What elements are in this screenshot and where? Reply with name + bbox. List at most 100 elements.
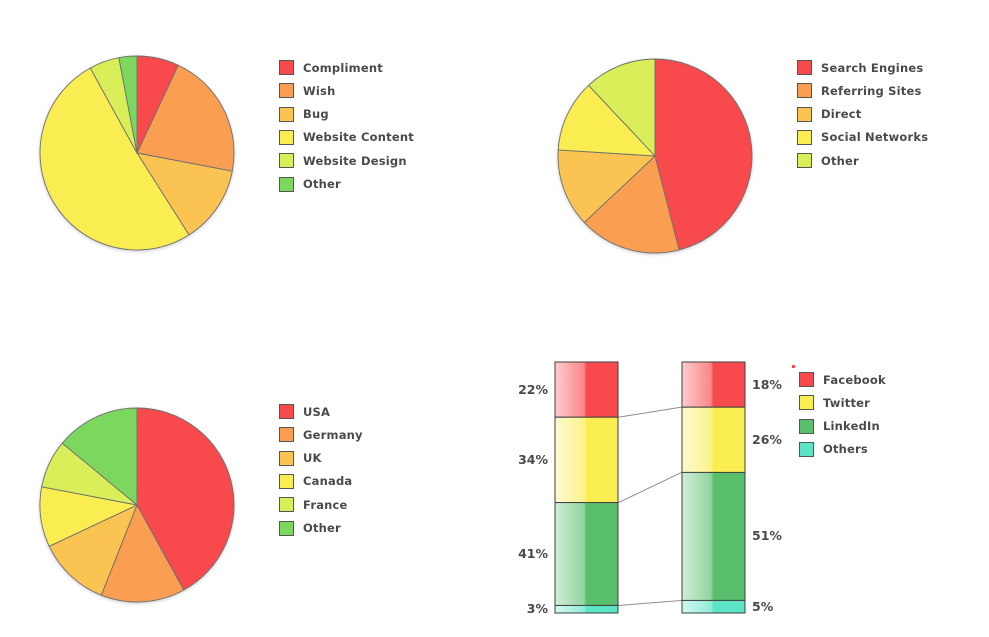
percentage-label-twitter-bar2: 26% — [752, 431, 782, 447]
pie-slice-other[interactable] — [588, 58, 656, 157]
legend-item-label: Facebook — [823, 372, 886, 387]
legend-item-label: Referring Sites — [821, 83, 922, 98]
legend-item-website-design[interactable]: Website Design — [279, 152, 407, 169]
pie-slice-other[interactable] — [61, 407, 138, 506]
legend-item-usa[interactable]: USA — [279, 403, 330, 420]
legend-item-facebook[interactable]: Facebook — [799, 371, 886, 388]
referring-sites-legend-swatch — [797, 83, 812, 99]
pie-slice-other[interactable] — [118, 55, 138, 154]
legend-item-label: Website Content — [303, 130, 414, 145]
legend-item-others[interactable]: Others — [799, 441, 868, 458]
legend-item-france[interactable]: France — [279, 496, 348, 513]
legend-item-label: Canada — [303, 474, 353, 489]
france-legend-swatch — [279, 497, 294, 513]
pie-slice-social-networks[interactable] — [557, 84, 656, 157]
legend-item-social-networks[interactable]: Social Networks — [797, 129, 928, 146]
direct-legend-swatch — [797, 106, 812, 122]
legend-item-label: Direct — [821, 107, 862, 122]
percentage-label-facebook-bar1: 22% — [518, 381, 548, 397]
stray-pixel-artifact — [792, 365, 795, 368]
feedback-pie-chart — [39, 55, 235, 251]
legend-item-label: France — [303, 497, 348, 512]
linkedin-legend-swatch — [799, 418, 814, 434]
pie-slice-uk[interactable] — [48, 504, 138, 596]
usa-legend-swatch — [279, 404, 294, 419]
legend-item-label: LinkedIn — [823, 419, 880, 434]
legend-item-label: Bug — [303, 107, 329, 122]
legend-item-wish[interactable]: Wish — [279, 82, 335, 99]
bar-segment-facebook-bar1[interactable] — [554, 361, 619, 418]
countries-pie-chart — [39, 407, 235, 603]
bug-legend-swatch — [279, 106, 294, 122]
legend-item-other[interactable]: Other — [279, 520, 341, 537]
connector-line — [618, 599, 682, 606]
legend-item-label: Other — [303, 521, 341, 536]
bar-segment-facebook-bar2[interactable] — [681, 361, 746, 408]
percentage-label-linkedin-bar2: 51% — [752, 528, 782, 544]
other-legend-swatch — [279, 520, 294, 536]
website-content-legend-swatch — [279, 129, 294, 145]
percentage-label-twitter-bar1: 34% — [518, 451, 548, 467]
connector-line — [618, 406, 682, 418]
legend-item-canada[interactable]: Canada — [279, 473, 352, 490]
twitter-legend-swatch — [799, 395, 814, 411]
legend-item-label: Wish — [303, 83, 336, 98]
legend-item-label: USA — [303, 404, 331, 419]
legend-item-direct[interactable]: Direct — [797, 106, 861, 123]
legend-item-search-engines[interactable]: Search Engines — [797, 59, 923, 76]
percentage-label-others-bar2: 5% — [752, 598, 774, 614]
social-networks-legend-swatch — [797, 129, 812, 145]
percentage-label-linkedin-bar1: 41% — [518, 546, 548, 561]
pie-slice-bug[interactable] — [136, 152, 233, 236]
search-engines-legend-swatch — [797, 60, 812, 75]
other-legend-swatch — [797, 153, 812, 169]
legend-item-germany[interactable]: Germany — [279, 426, 363, 443]
compliment-legend-swatch — [279, 60, 294, 75]
legend-item-label: Other — [821, 153, 859, 168]
uk-legend-swatch — [279, 450, 294, 466]
other-legend-swatch — [279, 176, 294, 192]
legend-item-compliment[interactable]: Compliment — [279, 59, 383, 76]
facebook-legend-swatch — [799, 372, 814, 387]
legend-item-label: UK — [303, 451, 322, 466]
website-design-legend-swatch — [279, 153, 294, 169]
pie-slice-search-engines[interactable] — [654, 58, 753, 251]
legend-item-referring-sites[interactable]: Referring Sites — [797, 82, 922, 99]
pie-slice-referring-sites[interactable] — [583, 155, 680, 254]
legend-item-label: Germany — [303, 427, 363, 442]
legend-item-label: Social Networks — [821, 130, 929, 145]
legend-item-label: Others — [823, 442, 868, 457]
legend-item-twitter[interactable]: Twitter — [799, 394, 870, 411]
pie-slice-usa[interactable] — [136, 407, 235, 591]
others-legend-swatch — [799, 441, 814, 457]
wish-legend-swatch — [279, 83, 294, 99]
legend-item-label: Search Engines — [821, 60, 924, 75]
bar-segment-others-bar1[interactable] — [554, 604, 619, 614]
legend-item-label: Twitter — [823, 395, 871, 410]
bar-segment-others-bar2[interactable] — [681, 599, 746, 614]
pie-slice-direct[interactable] — [557, 149, 656, 223]
legend-item-other[interactable]: Other — [797, 152, 859, 169]
legend-item-website-content[interactable]: Website Content — [279, 129, 414, 146]
legend-item-uk[interactable]: UK — [279, 450, 322, 467]
germany-legend-swatch — [279, 427, 294, 443]
percentage-label-others-bar1: 3% — [526, 601, 548, 617]
bar-segment-linkedin-bar2[interactable] — [681, 471, 746, 601]
legend-item-label: Other — [303, 177, 341, 192]
legend-item-label: Website Design — [303, 153, 407, 168]
legend-item-label: Compliment — [303, 60, 383, 75]
pie-slice-website-content[interactable] — [39, 67, 190, 251]
percentage-label-facebook-bar2: 18% — [752, 376, 782, 392]
traffic-sources-pie-chart — [557, 58, 753, 254]
bar-segment-twitter-bar1[interactable] — [554, 416, 619, 504]
bar-segment-linkedin-bar1[interactable] — [554, 502, 619, 606]
legend-item-linkedin[interactable]: LinkedIn — [799, 418, 880, 435]
pie-slice-wish[interactable] — [136, 64, 235, 172]
pie-slice-germany[interactable] — [100, 504, 185, 603]
connector-line — [618, 471, 682, 504]
bar-segment-twitter-bar2[interactable] — [681, 406, 746, 473]
legend-item-bug[interactable]: Bug — [279, 106, 329, 123]
legend-item-other[interactable]: Other — [279, 176, 341, 193]
canada-legend-swatch — [279, 473, 294, 489]
